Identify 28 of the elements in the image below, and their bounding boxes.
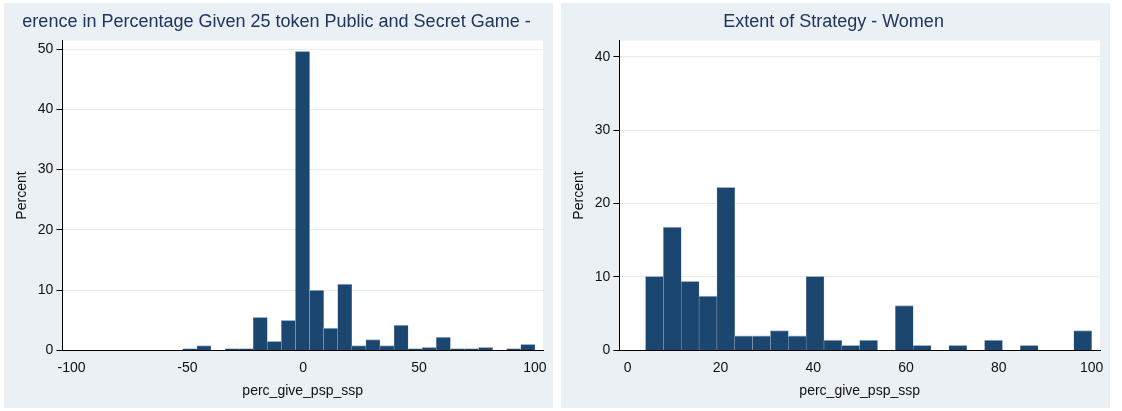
x-axis-title: perc_give_psp_ssp [242, 382, 364, 399]
y-tick-label: 10 [594, 267, 611, 284]
x-axis-title: perc_give_psp_ssp [799, 382, 921, 399]
y-tick-label: 20 [594, 194, 611, 211]
chart-title: erence in Percentage Given 25 token Public and Secret Game - [22, 10, 531, 31]
x-tick-label: 0 [299, 358, 308, 375]
x-tick-label: 50 [411, 358, 428, 375]
x-tick-label: -50 [177, 358, 198, 375]
y-tick-label: 0 [602, 341, 611, 358]
chart-title: Extent of Strategy - Women [723, 10, 944, 31]
y-axis-title: Percent [570, 171, 587, 220]
x-tick-label: 100 [523, 358, 547, 375]
x-tick-label: -100 [57, 358, 86, 375]
x-tick-label: 40 [805, 358, 822, 375]
y-tick-label: 0 [45, 341, 54, 358]
y-tick-label: 50 [37, 39, 54, 56]
y-tick-label: 20 [37, 220, 54, 237]
x-tick-label: 100 [1079, 358, 1104, 375]
x-tick-label: 60 [898, 358, 915, 375]
y-tick-label: 30 [594, 121, 611, 138]
y-axis-title: Percent [13, 171, 30, 220]
y-tick-label: 10 [37, 280, 54, 297]
y-tick-label: 30 [37, 160, 54, 177]
y-tick-label: 40 [37, 100, 54, 117]
y-tick-label: 40 [594, 47, 611, 64]
x-tick-label: 0 [623, 358, 632, 375]
x-tick-label: 80 [991, 358, 1007, 375]
x-tick-label: 20 [712, 358, 729, 375]
